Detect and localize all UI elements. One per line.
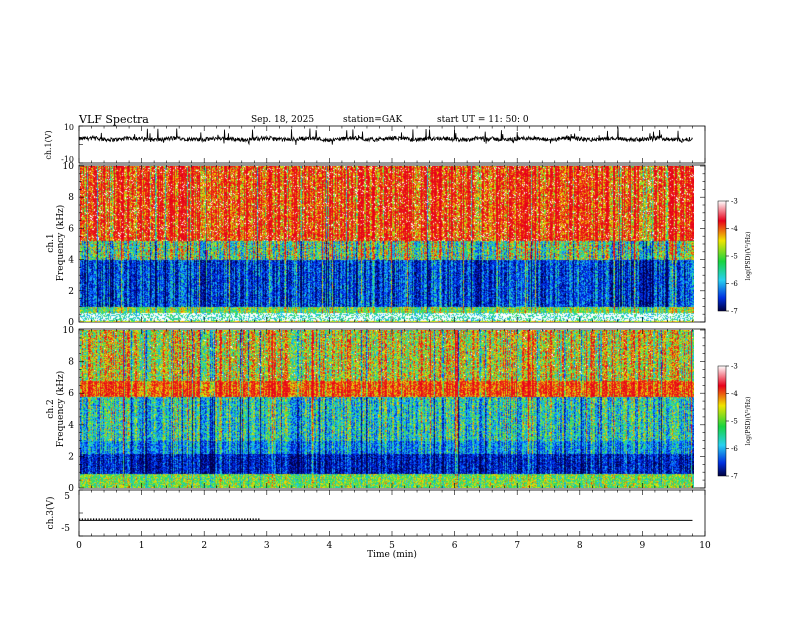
ch1-waveform-frame [78,125,706,164]
ch3-trace-panel: 5 -5 ch.3(V) 0 1 2 3 4 5 6 7 8 9 10 Time (min) [45,489,711,560]
ch2-spec-ytick-label-2: 2 [68,452,74,462]
ch2-spec-ytick-label-6: 6 [68,389,74,399]
ch1-spectrogram-xticks [78,165,706,322]
ch1-colorbar-tick-label--4: -4 [731,225,738,233]
time-axis-tick-labels: 0 1 2 3 4 5 6 7 8 9 10 [76,541,711,551]
figure-title: VLF Spectra [78,113,149,126]
ch1-colorbar [717,200,727,312]
ch2-spec-ytick-label-8: 8 [68,358,74,368]
ch1-spec-ytick-label-8: 8 [68,193,74,203]
ch1-spec-ytick-label-10: 10 [63,162,75,172]
time-axis-tick-9: 9 [640,541,646,551]
time-axis-tick-6: 6 [452,541,458,551]
ch1-spec-ytick-label-2: 2 [68,287,74,297]
time-axis-tick-1: 1 [139,541,145,551]
ch2-spec-ytick-label-4: 4 [68,421,74,431]
ch2-colorbar-ticks: -3 -4 -5 -6 -7 [726,363,738,481]
ch2-colorbar-tick-label--5: -5 [731,418,738,426]
ch1-waveform-line [78,127,693,146]
ch2-spec-ytick-label-10: 10 [63,326,75,336]
ch1-ytick-top: 10 [64,123,74,132]
ch2-spectrogram-ylabel-channel: ch.2 [46,399,56,418]
ch1-ylabel: ch.1(V) [44,130,53,159]
ch1-colorbar-ticks: -3 -4 -5 -6 -7 [726,198,738,316]
ch3-ylabel: ch.3(V) [45,497,56,530]
ch1-spectrogram-yticks: 0 2 4 6 8 10 [63,162,705,328]
ch2-colorbar-tick-label--3: -3 [731,363,738,371]
ch2-colorbar [717,365,727,477]
ch2-spectrogram-xticks [78,329,706,488]
ch1-colorbar-tick-label--3: -3 [731,198,738,206]
date-label: Sep. 18, 2025 [251,115,314,125]
ch1-colorbar-tick-label--6: -6 [731,280,738,288]
ch1-spectrogram-image [79,166,694,322]
ch1-spec-ytick-label-0: 0 [68,318,74,328]
ch1-ytick-bottom: -10 [61,155,74,164]
time-axis-tick-4: 4 [327,541,333,551]
ch3-trace-frame [78,489,706,537]
ch2-spectrogram-image [79,330,694,488]
ch1-spec-ytick-label-4: 4 [68,256,74,266]
ch2-spectrogram-ylabel-frequency: Frequency (kHz) [55,371,66,448]
time-axis-tick-0: 0 [76,541,82,551]
time-axis-tick-8: 8 [577,541,583,551]
start-time-label: start UT = 11: 50: 0 [437,115,529,125]
ch2-spec-ytick-label-0: 0 [68,484,74,494]
ch1-colorbar-tick-label--5: -5 [731,253,738,261]
ch3-ytick-bottom: -5 [61,524,70,534]
ch1-waveform-panel: 10 -10 ch.1(V) [44,123,706,164]
ch1-spectrogram-ylabel-channel: ch.1 [46,233,56,252]
ch2-colorbar-tick-label--4: -4 [731,390,738,398]
ch2-colorbar-tick-label--6: -6 [731,445,738,453]
time-axis-tick-2: 2 [201,541,207,551]
time-axis-label: Time (min) [367,549,417,560]
ch1-waveform-ticks [78,125,706,164]
ch3-trace-ticks [78,489,706,537]
ch2-colorbar-tick-label--7: -7 [731,473,738,481]
ch1-spec-ytick-label-6: 6 [68,224,74,234]
station-label: station=GAK [343,115,403,125]
ch1-colorbar-tick-label--7: -7 [731,308,738,316]
ch1-colorbar-label: log(PSD)(V²/Hz) [745,232,752,281]
ch2-spectrogram-yticks: 0 2 4 6 8 10 [63,326,705,494]
ch3-ytick-top: 5 [64,492,70,502]
time-axis-tick-7: 7 [514,541,520,551]
time-axis-tick-10: 10 [699,541,711,551]
ch2-colorbar-label: log(PSD)(V²/Hz) [745,397,752,446]
time-axis-tick-5: 5 [389,541,395,551]
time-axis-tick-3: 3 [264,541,270,551]
ch1-spectrogram-ylabel-frequency: Frequency (kHz) [55,205,66,282]
